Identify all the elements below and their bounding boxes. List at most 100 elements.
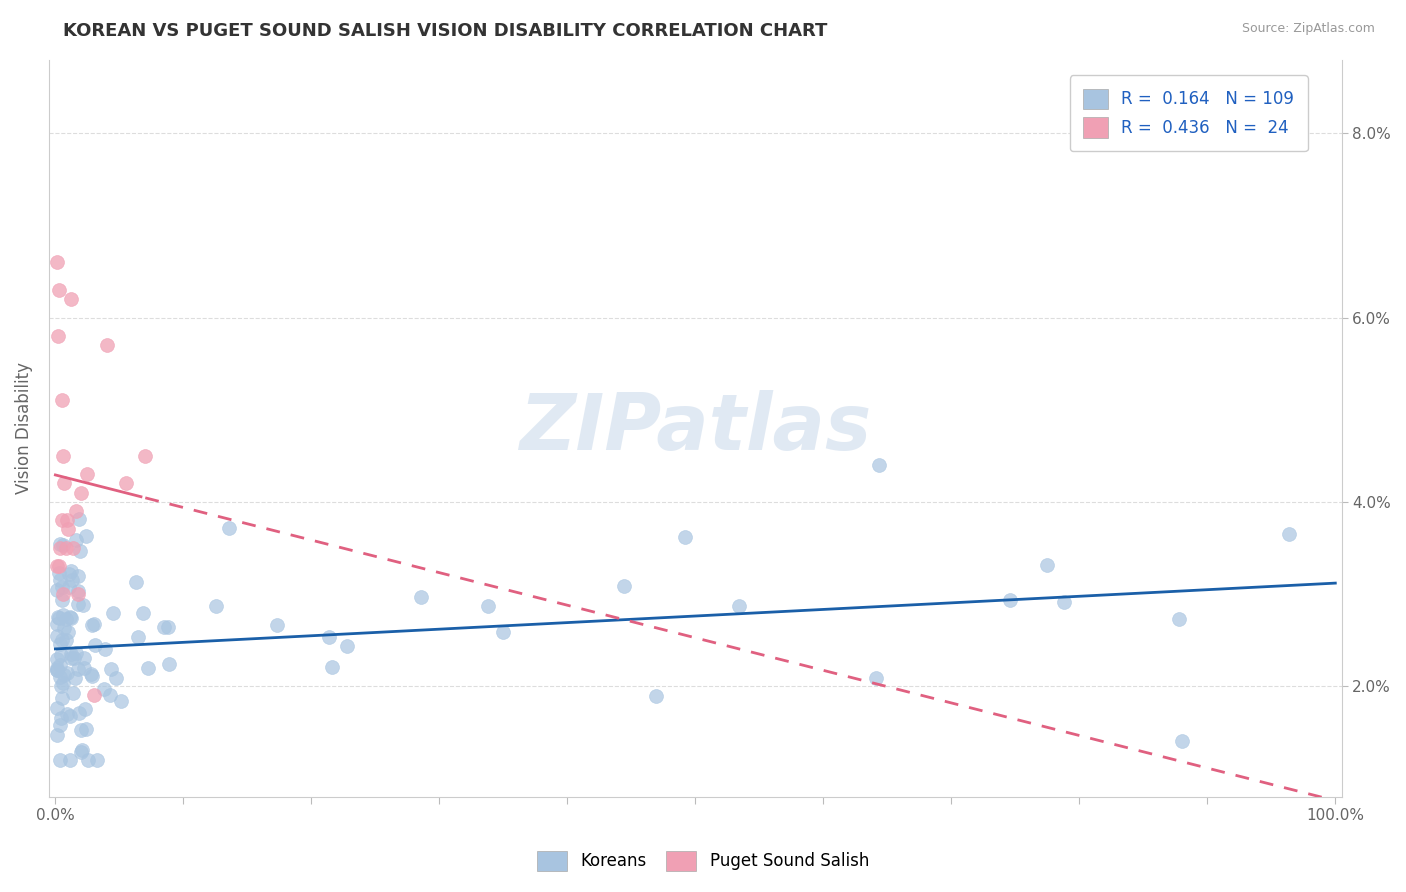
Point: [83, 689, 105, 703]
Point: [80, 669, 103, 683]
Point: [1170, 734, 1192, 748]
Point: [1167, 612, 1189, 626]
Point: [56, 706, 79, 721]
Point: [65, 504, 87, 518]
Point: [67, 706, 90, 720]
Point: [45, 663, 67, 677]
Point: [45, 701, 67, 715]
Point: [65, 533, 87, 547]
Point: [218, 521, 240, 535]
Point: [134, 449, 156, 463]
Point: [55, 541, 77, 555]
Point: [59, 610, 82, 624]
Point: [53, 622, 76, 636]
Point: [48, 670, 70, 684]
Point: [46, 609, 69, 624]
Point: [52, 676, 75, 690]
Point: [62, 686, 84, 700]
Point: [1053, 595, 1076, 609]
Text: KOREAN VS PUGET SOUND SALISH VISION DISABILITY CORRELATION CHART: KOREAN VS PUGET SOUND SALISH VISION DISA…: [63, 22, 828, 40]
Point: [49, 711, 72, 725]
Point: [70, 485, 93, 500]
Point: [53, 476, 76, 491]
Point: [69, 723, 91, 738]
Point: [45, 661, 67, 675]
Point: [53, 667, 76, 681]
Point: [65, 646, 87, 660]
Point: [45, 728, 67, 742]
Point: [156, 620, 179, 634]
Point: [46, 652, 69, 666]
Point: [266, 618, 288, 632]
Point: [157, 657, 180, 671]
Point: [82, 618, 104, 632]
Point: [477, 599, 499, 613]
Point: [96, 338, 118, 352]
Point: [48, 566, 70, 581]
Point: [318, 631, 340, 645]
Point: [59, 709, 82, 723]
Text: Source: ZipAtlas.com: Source: ZipAtlas.com: [1241, 22, 1375, 36]
Point: [73, 651, 96, 665]
Point: [49, 541, 72, 555]
Point: [62, 541, 84, 555]
Point: [45, 617, 67, 632]
Point: [100, 662, 122, 676]
Point: [60, 573, 83, 587]
Point: [65, 671, 87, 685]
Point: [48, 283, 70, 297]
Point: [75, 529, 97, 543]
Point: [45, 583, 67, 598]
Point: [48, 537, 70, 551]
Point: [67, 512, 90, 526]
Point: [49, 657, 72, 672]
Point: [45, 559, 67, 574]
Point: [51, 513, 73, 527]
Point: [59, 753, 82, 767]
Point: [75, 702, 97, 716]
Point: [93, 681, 115, 696]
Point: [49, 573, 72, 587]
Point: [48, 718, 70, 732]
Point: [58, 580, 80, 594]
Y-axis label: Vision Disability: Vision Disability: [15, 362, 32, 494]
Point: [72, 598, 94, 612]
Point: [73, 661, 96, 675]
Point: [125, 574, 148, 589]
Point: [48, 559, 70, 574]
Point: [59, 564, 82, 578]
Point: [56, 665, 79, 680]
Point: [48, 611, 70, 625]
Point: [66, 597, 89, 611]
Point: [76, 467, 98, 482]
Point: [56, 523, 79, 537]
Point: [70, 742, 93, 756]
Point: [1035, 558, 1057, 572]
Point: [51, 691, 73, 706]
Point: [49, 637, 72, 651]
Point: [83, 617, 105, 632]
Point: [673, 530, 696, 544]
Legend: Koreans, Puget Sound Salish: Koreans, Puget Sound Salish: [529, 842, 877, 880]
Point: [52, 608, 75, 623]
Point: [49, 648, 72, 662]
Point: [492, 625, 515, 640]
Point: [45, 629, 67, 643]
Point: [56, 513, 79, 527]
Point: [110, 694, 132, 708]
Point: [56, 625, 79, 640]
Legend: R =  0.164   N = 109, R =  0.436   N =  24: R = 0.164 N = 109, R = 0.436 N = 24: [1070, 75, 1308, 151]
Point: [58, 567, 80, 582]
Point: [868, 458, 890, 472]
Point: [66, 568, 89, 582]
Point: [45, 255, 67, 269]
Point: [136, 661, 159, 675]
Point: [83, 638, 105, 652]
Point: [51, 679, 73, 693]
Point: [51, 633, 73, 648]
Point: [76, 753, 98, 767]
Point: [645, 689, 668, 703]
Point: [336, 640, 359, 654]
Point: [79, 667, 101, 681]
Point: [728, 599, 751, 614]
